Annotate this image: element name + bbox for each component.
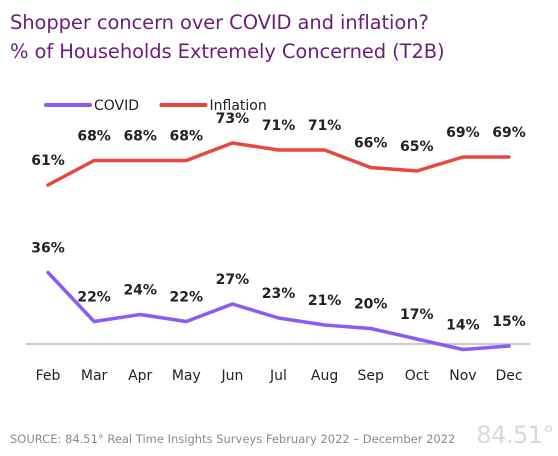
- data-label-covid-aug: 21%: [308, 293, 342, 309]
- x-axis-ticks: Feb Mar Apr May Jun Jul Aug Sep Oct Nov Dec: [36, 368, 523, 384]
- data-label-inflation-apr: 68%: [123, 129, 157, 145]
- data-label-covid-feb: 36%: [31, 241, 65, 257]
- data-label-covid-sep: 20%: [354, 297, 388, 313]
- data-label-inflation-may: 68%: [170, 129, 204, 145]
- data-label-inflation-jun: 73%: [216, 111, 250, 127]
- data-label-inflation-dec: 69%: [492, 125, 526, 141]
- chart-subtitle: % of Households Extremely Concerned (T2B…: [10, 40, 445, 63]
- data-label-covid-apr: 24%: [123, 283, 157, 299]
- data-label-inflation-sep: 66%: [354, 136, 388, 152]
- x-tick-label-sep: Sep: [358, 368, 385, 384]
- x-tick-label-aug: Aug: [311, 368, 338, 384]
- data-label-inflation-nov: 69%: [446, 125, 480, 141]
- legend-label-inflation: Inflation: [210, 98, 267, 114]
- x-tick-label-nov: Nov: [449, 368, 476, 384]
- data-labels: 36% 22% 24% 22% 27% 23% 21% 20% 17% 14% 15% 61% 68% 6…: [31, 111, 526, 334]
- chart-title: Shopper concern over COVID and inflation…: [10, 11, 429, 34]
- x-tick-label-apr: Apr: [128, 368, 152, 384]
- series-layer: [46, 141, 511, 352]
- legend: COVID Inflation: [44, 98, 267, 114]
- data-label-covid-jul: 23%: [262, 286, 296, 302]
- data-label-covid-may: 22%: [170, 290, 204, 306]
- x-tick-label-feb: Feb: [36, 368, 61, 384]
- series-line-covid: [46, 270, 511, 352]
- chart-title-block: Shopper concern over COVID and inflation…: [10, 8, 445, 66]
- x-tick-label-may: May: [172, 368, 201, 384]
- data-label-covid-nov: 14%: [446, 318, 480, 334]
- data-label-inflation-aug: 71%: [308, 118, 342, 134]
- data-label-covid-dec: 15%: [492, 314, 526, 330]
- legend-label-covid: COVID: [94, 98, 139, 114]
- data-label-covid-mar: 22%: [77, 290, 111, 306]
- x-tick-label-oct: Oct: [405, 368, 430, 384]
- brand-logo: 84.51°: [476, 421, 554, 449]
- x-tick-label-mar: Mar: [81, 368, 108, 384]
- series-line-inflation: [46, 141, 511, 187]
- data-label-covid-oct: 17%: [400, 307, 434, 323]
- x-tick-label-dec: Dec: [495, 368, 522, 384]
- data-label-covid-jun: 27%: [216, 272, 250, 288]
- data-label-inflation-feb: 61%: [31, 153, 65, 169]
- x-tick-label-jun: Jun: [220, 368, 243, 384]
- data-label-inflation-jul: 71%: [262, 118, 296, 134]
- source-note: SOURCE: 84.51° Real Time Insights Survey…: [10, 432, 456, 446]
- data-label-inflation-oct: 65%: [400, 139, 434, 155]
- x-tick-label-jul: Jul: [269, 368, 287, 384]
- data-label-inflation-mar: 68%: [77, 129, 111, 145]
